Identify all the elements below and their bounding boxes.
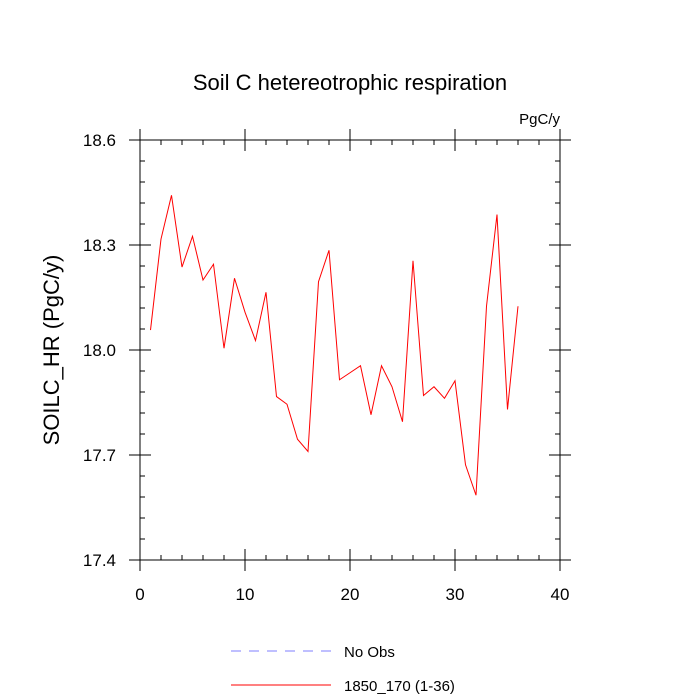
- legend-label: No Obs: [344, 644, 395, 661]
- x-tick-label: 20: [341, 585, 360, 604]
- y-tick-label: 18.3: [83, 236, 116, 255]
- x-tick-label: 0: [135, 585, 144, 604]
- y-axis-label: SOILC_HR (PgC/y): [39, 255, 64, 446]
- y-tick-label: 18.0: [83, 341, 116, 360]
- plot-frame: [139, 139, 561, 561]
- units-label: PgC/y: [519, 111, 560, 128]
- series-lines-group: [150, 195, 519, 496]
- y-tick-label: 18.6: [83, 131, 116, 150]
- x-tick-label: 10: [236, 585, 255, 604]
- x-tick-label: 30: [446, 585, 465, 604]
- y-tick-label: 17.7: [83, 446, 116, 465]
- y-tick-label: 17.4: [83, 551, 116, 570]
- series-line: [150, 195, 519, 496]
- axes-group: 0 10 20 30 40 17.4 17.7 18.0 18.3 18.6: [83, 129, 571, 604]
- chart-title: Soil C hetereotrophic respiration: [193, 70, 507, 95]
- x-tick-label: 40: [551, 585, 570, 604]
- legend: No Obs 1850_170 (1-36): [231, 644, 455, 695]
- legend-label: 1850_170 (1-36): [344, 678, 455, 695]
